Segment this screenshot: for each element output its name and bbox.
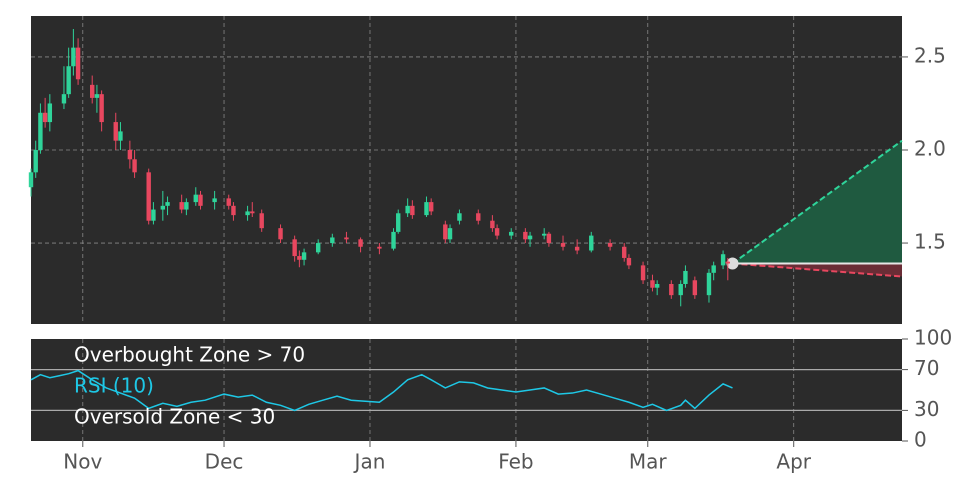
candle-body (259, 213, 264, 229)
x-tick-label: Jan (353, 450, 386, 474)
x-tick-label: Feb (498, 450, 533, 474)
candle-body (165, 202, 170, 206)
candle-body (179, 202, 184, 210)
candle-body (706, 272, 712, 296)
candle-body (184, 202, 189, 210)
candle-body (193, 194, 198, 203)
y-tick-label: 2.0 (914, 136, 946, 160)
forecast-lower (732, 262, 903, 278)
candle-body (457, 213, 462, 221)
candle-body (589, 235, 594, 251)
candle-body (278, 228, 283, 240)
forecast-start (726, 257, 739, 270)
y-tick-label: 30 (914, 397, 939, 421)
candle-body (160, 205, 166, 210)
candle-body (113, 122, 118, 141)
candle-body (541, 233, 547, 236)
candle-body (42, 112, 48, 123)
zone-label: Overbought Zone > 70 (74, 343, 305, 367)
candle-body (607, 243, 613, 247)
candle-body (490, 220, 495, 229)
candle-body (66, 66, 71, 95)
x-tick-label: Apr (776, 450, 811, 474)
candle-body (683, 270, 688, 284)
y-tick-label: 100 (914, 326, 952, 350)
candle-body (692, 280, 698, 296)
candle-body (711, 265, 716, 273)
candle-body (301, 252, 307, 260)
legend-label: RSI (10) (74, 374, 154, 398)
candle-body (447, 228, 453, 240)
candle-body (494, 228, 500, 236)
y-tick-label: 0 (914, 428, 927, 452)
candle-body (678, 283, 683, 296)
candle-body (99, 94, 104, 123)
candle-body (650, 280, 655, 288)
forecast-upper (731, 139, 903, 265)
candle-body (396, 213, 401, 232)
candle-body (725, 261, 730, 264)
rsi-line (30, 369, 733, 412)
candle-body (405, 205, 410, 214)
candle-body (28, 172, 34, 188)
candle-body (151, 209, 156, 221)
candle-body (94, 94, 100, 98)
candle-body (720, 254, 726, 266)
y-tick-label: 1.5 (914, 230, 946, 254)
candle-body (523, 231, 528, 240)
candle-body (71, 47, 76, 67)
candle-body (574, 246, 580, 251)
candle-body (75, 47, 81, 80)
candle-body (527, 235, 533, 240)
candle-body (33, 149, 38, 173)
x-tick-label: Mar (629, 450, 668, 474)
candle-body (127, 149, 133, 160)
candle-body (61, 94, 67, 104)
candle-body (654, 283, 660, 288)
rsi-panel (31, 339, 902, 441)
candle-body (669, 283, 674, 296)
y-tick-label: 2.5 (914, 43, 946, 67)
candle-body (38, 112, 43, 150)
candle-body (476, 213, 481, 221)
forecast-up-area (732, 140, 902, 264)
candle-body (560, 243, 566, 247)
candle-body (428, 202, 434, 212)
candle-body (622, 246, 627, 258)
candle-body (509, 231, 514, 236)
candle-body (546, 233, 552, 244)
x-tick-label: Nov (63, 450, 102, 474)
candle-body (198, 194, 203, 206)
candle-body (250, 211, 255, 214)
candle-body (245, 211, 250, 216)
candle-body (443, 224, 448, 240)
candle-body (146, 172, 151, 221)
candle-body (640, 265, 646, 281)
candle-body (410, 205, 415, 216)
candle-body (391, 231, 396, 249)
candle-body (315, 243, 321, 253)
candle-body (132, 159, 137, 173)
candle-body (344, 237, 349, 240)
candle-body (212, 198, 217, 203)
candle-body (47, 103, 53, 123)
candle-body (297, 256, 302, 260)
candle-body (424, 202, 429, 216)
candle-body (226, 198, 231, 206)
candle-body (626, 257, 632, 266)
candle-body (118, 131, 123, 141)
candle-body (377, 246, 382, 249)
candle-body (358, 239, 363, 247)
x-tick-label: Dec (205, 450, 244, 474)
price-panel (31, 16, 902, 324)
candle-body (292, 239, 297, 257)
candle-body (231, 205, 236, 216)
zone-label: Oversold Zone < 30 (74, 405, 275, 429)
y-tick-label: 70 (914, 356, 939, 380)
candle-body (90, 84, 95, 98)
candle-body (330, 237, 335, 244)
